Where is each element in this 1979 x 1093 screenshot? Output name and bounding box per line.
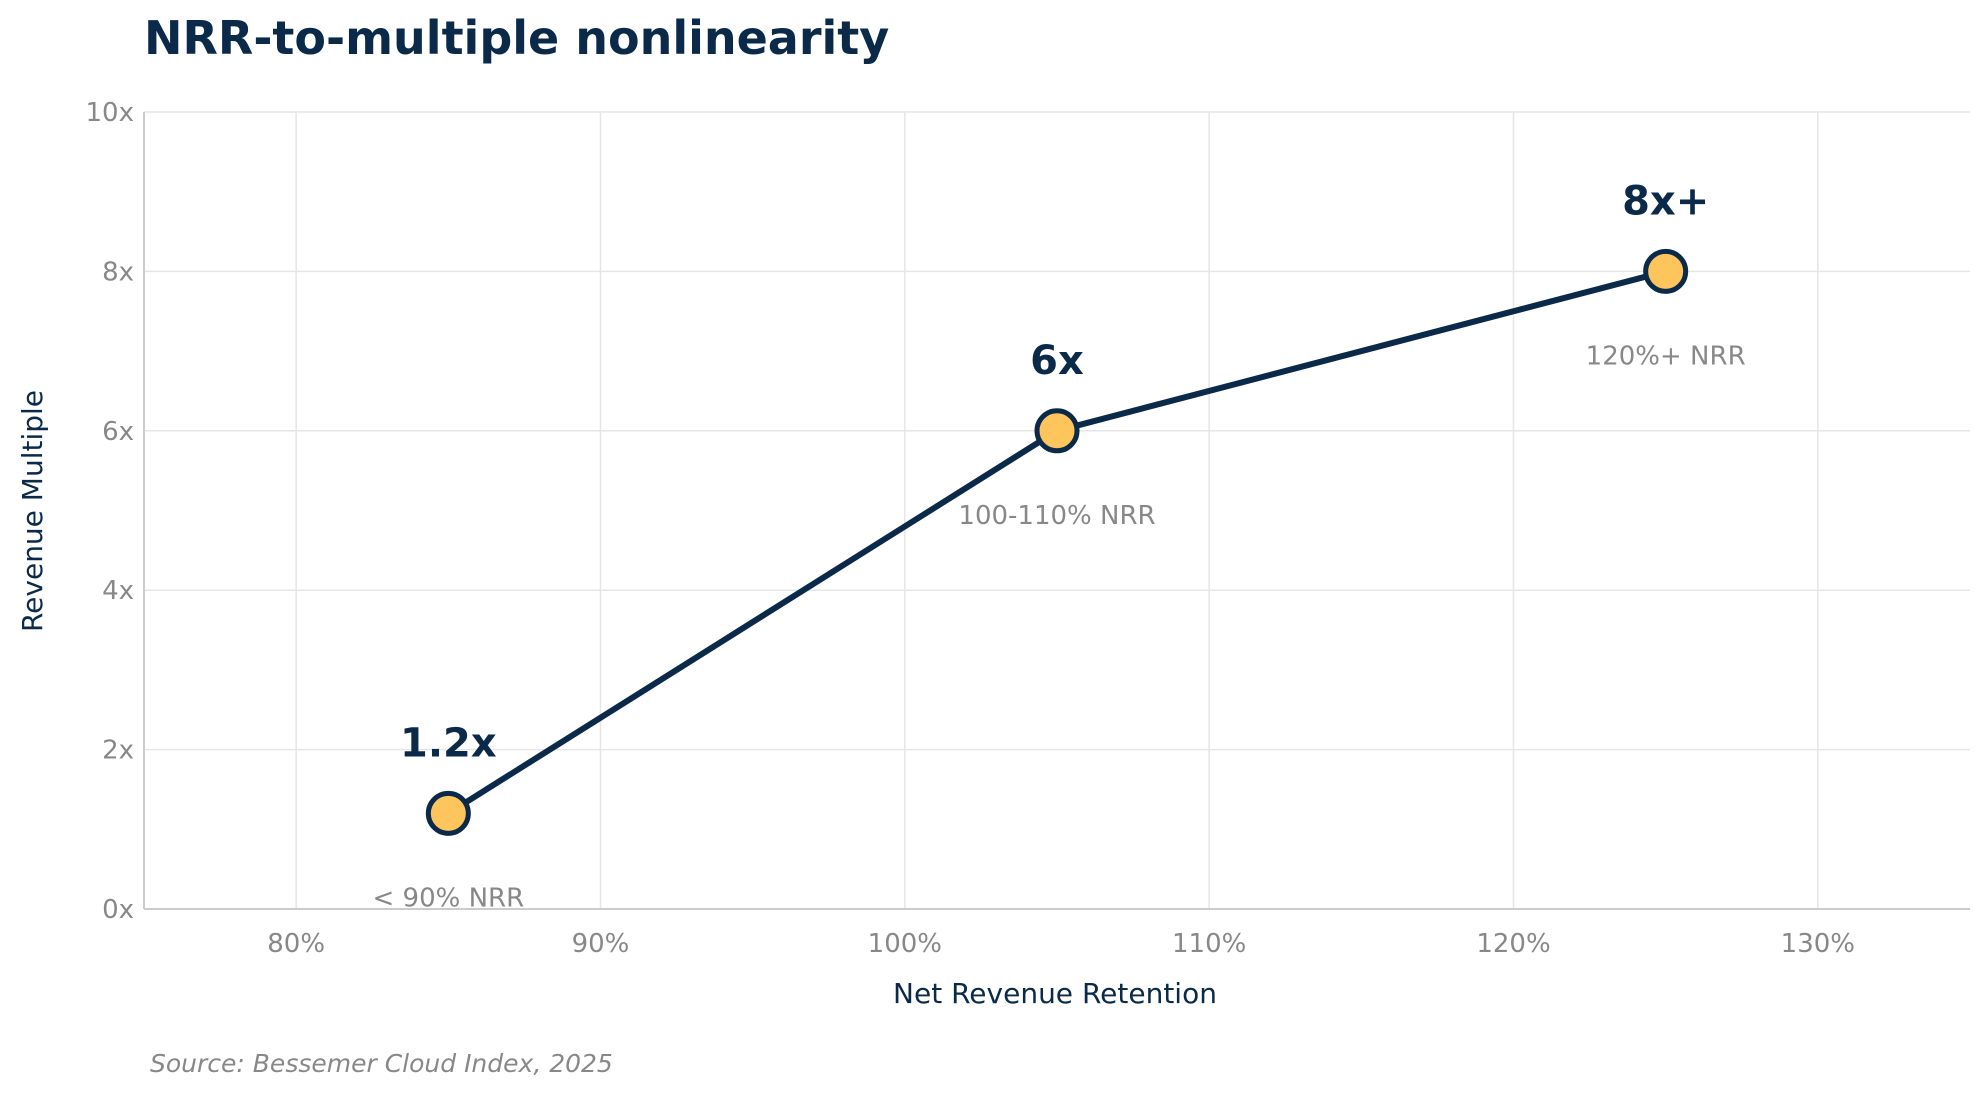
- x-tick-labels: 80% 90% 100% 110% 120% 130%: [267, 929, 1855, 959]
- x-tick-label: 100%: [868, 929, 942, 959]
- y-tick-label: 6x: [102, 417, 134, 447]
- y-tick-label: 4x: [102, 576, 134, 606]
- data-point: [1643, 248, 1689, 294]
- point-labels: 1.2x < 90% NRR 6x 100-110% NRR 8x+ 120%+ NRR: [372, 178, 1745, 913]
- series: [425, 248, 1689, 836]
- data-point: [1034, 408, 1080, 454]
- point-note: 100-110% NRR: [958, 501, 1155, 531]
- source-note: Source: Bessemer Cloud Index, 2025: [150, 1049, 613, 1078]
- x-tick-label: 130%: [1781, 929, 1855, 959]
- x-tick-label: 90%: [572, 929, 630, 959]
- y-tick-label: 2x: [102, 736, 134, 766]
- data-label: 1.2x: [400, 720, 497, 766]
- y-tick-label: 0x: [102, 895, 134, 925]
- x-axis-title: Net Revenue Retention: [893, 977, 1217, 1010]
- data-label: 8x+: [1622, 178, 1709, 224]
- x-tick-label: 110%: [1172, 929, 1246, 959]
- y-tick-label: 8x: [102, 257, 134, 287]
- data-point: [425, 790, 471, 836]
- y-tick-label: 10x: [86, 98, 134, 128]
- data-label: 6x: [1030, 338, 1084, 384]
- y-tick-labels: 0x 2x 4x 6x 8x 10x: [86, 98, 134, 925]
- point-note: 120%+ NRR: [1586, 341, 1746, 371]
- point-note: < 90% NRR: [372, 883, 524, 913]
- chart-title: NRR-to-multiple nonlinearity: [144, 11, 889, 65]
- x-tick-label: 120%: [1476, 929, 1550, 959]
- axes: [143, 112, 1970, 910]
- x-tick-label: 80%: [267, 929, 325, 959]
- y-axis-title: Revenue Multiple: [16, 390, 49, 632]
